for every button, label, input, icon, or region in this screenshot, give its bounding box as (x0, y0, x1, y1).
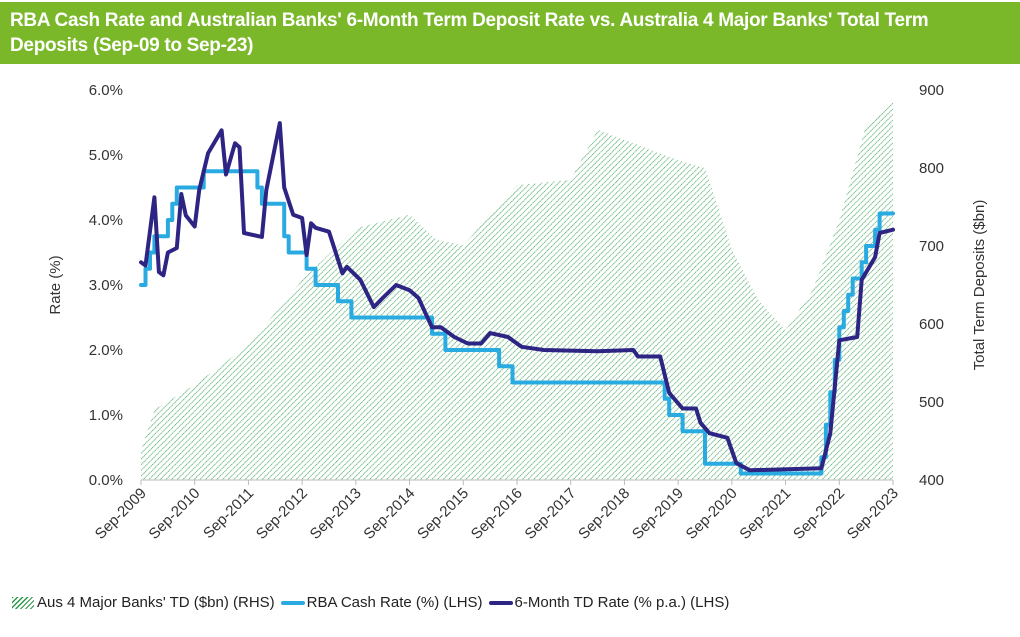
legend-item-td-rate: 6-Month TD Rate (% p.a.) (LHS) (488, 594, 730, 611)
title-bar: RBA Cash Rate and Australian Banks' 6-Mo… (0, 2, 1020, 64)
y2-tick-label: 900 (919, 82, 944, 99)
legend-label: RBA Cash Rate (%) (LHS) (306, 594, 483, 611)
x-tick-label: Sep-2010 (146, 485, 204, 543)
legend-swatch-line (488, 600, 513, 605)
x-tick-label: Sep-2021 (736, 485, 794, 543)
legend-swatch-line (280, 600, 305, 605)
x-tick-label: Sep-2015 (414, 485, 472, 543)
x-tick-label: Sep-2020 (683, 485, 741, 543)
y-axis-label: Rate (%) (47, 255, 64, 314)
y2-axis-label: Total Term Deposits ($bn) (971, 200, 988, 371)
y2-tick-label: 600 (919, 316, 944, 333)
y-tick-label: 5.0% (89, 147, 123, 164)
x-tick-label: Sep-2022 (790, 485, 848, 543)
rba-cash-rate-line (139, 169, 895, 476)
y-tick-label: 4.0% (89, 212, 123, 229)
x-tick-label: Sep-2012 (253, 485, 311, 543)
x-tick-label: Sep-2009 (92, 485, 150, 543)
x-tick-label: Sep-2016 (468, 485, 526, 543)
legend-label: 6-Month TD Rate (% p.a.) (LHS) (514, 594, 730, 611)
x-tick-label: Sep-2013 (307, 485, 365, 543)
y-tick-label: 3.0% (89, 277, 123, 294)
y2-tick-label: 800 (919, 160, 944, 177)
x-tick-label: Sep-2023 (844, 485, 902, 543)
legend-label: Aus 4 Major Banks' TD ($bn) (RHS) (37, 594, 275, 611)
td-area-series (141, 100, 893, 480)
y2-tick-label: 700 (919, 238, 944, 255)
chart-title: RBA Cash Rate and Australian Banks' 6-Mo… (10, 10, 929, 56)
y-tick-label: 0.0% (89, 472, 123, 489)
x-tick-label: Sep-2019 (629, 485, 687, 543)
x-tick-label: Sep-2014 (360, 485, 418, 543)
x-tick-label: Sep-2017 (522, 485, 580, 543)
x-tick-label: Sep-2018 (575, 485, 633, 543)
y2-tick-label: 500 (919, 394, 944, 411)
y2-tick-label: 400 (919, 472, 944, 489)
legend: Aus 4 Major Banks' TD ($bn) (RHS) RBA Ca… (12, 594, 735, 611)
y-tick-label: 6.0% (89, 82, 123, 99)
x-tick-label: Sep-2011 (200, 485, 257, 542)
legend-item-td-area: Aus 4 Major Banks' TD ($bn) (RHS) (12, 594, 275, 611)
y-tick-label: 2.0% (89, 342, 123, 359)
y-tick-label: 1.0% (89, 407, 123, 424)
legend-item-rba: RBA Cash Rate (%) (LHS) (280, 594, 483, 611)
td-rate-line (139, 121, 895, 473)
legend-swatch-hatch (12, 596, 34, 609)
